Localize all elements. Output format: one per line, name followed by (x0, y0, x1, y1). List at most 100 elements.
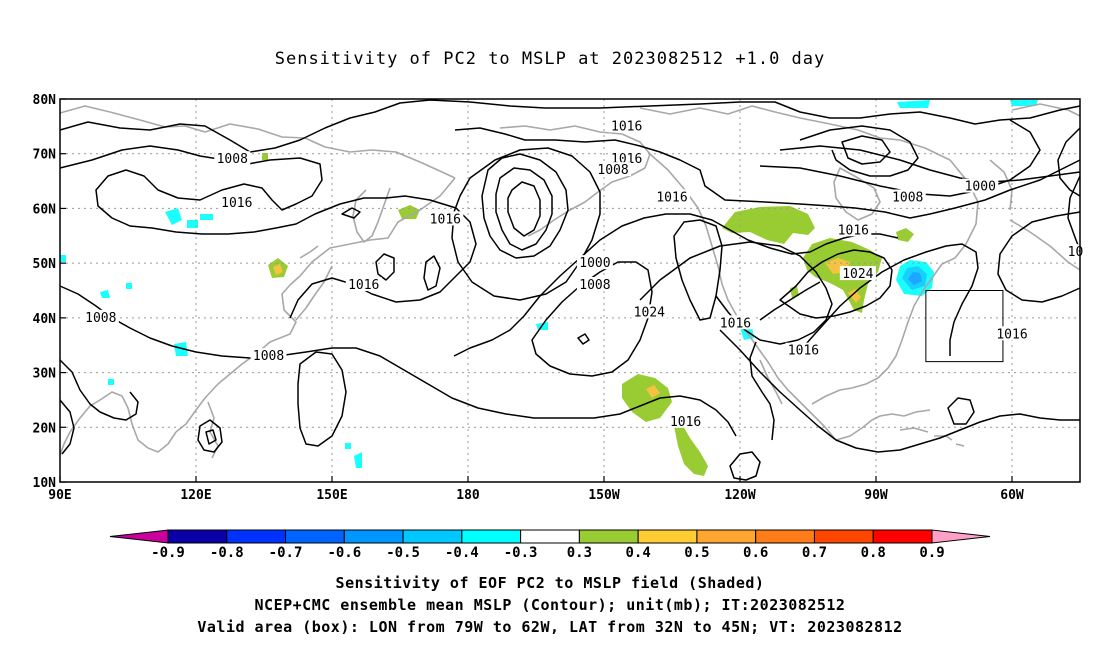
y-tick-label: 60N (33, 202, 57, 217)
colorbar-segment (167, 529, 228, 544)
colorbar-label: -0.8 (210, 545, 244, 561)
contour-line (779, 145, 1081, 183)
coastline-kamchatka (352, 187, 391, 243)
contour-line (1057, 127, 1081, 197)
colorbar-label: -0.7 (269, 545, 303, 561)
shade-patch-negative (897, 100, 930, 108)
contour-label-bg (595, 162, 632, 177)
colorbar-label: 0.4 (626, 545, 651, 561)
colorbar-segment (637, 529, 698, 544)
contour-label-bg (576, 277, 613, 292)
x-tick-label: 150E (316, 488, 347, 503)
y-axis-ticks: 80N 70N 60N 50N 40N 30N 20N 10N (33, 93, 66, 491)
contour-label-bg (889, 189, 926, 204)
contour-label: 10 (1068, 245, 1084, 260)
contour-line (341, 207, 361, 219)
colorbar-segment (520, 529, 580, 544)
contour-label-bg (608, 151, 645, 166)
colorbar-low-extension (109, 529, 169, 544)
contour-line (59, 99, 546, 153)
contour-line (1067, 175, 1081, 251)
colorbar-segment (872, 529, 933, 544)
colorbar-label: 0.7 (802, 545, 827, 561)
contour-label-bg (608, 118, 645, 133)
shade-patch-positive (273, 264, 283, 275)
contour-label-bg (218, 194, 255, 209)
caption-block: Sensitivity of EOF PC2 to MSLP field (Sh… (0, 572, 1100, 638)
y-tick-label: 40N (33, 312, 57, 327)
caption-line-2: NCEP+CMC ensemble mean MSLP (Contour); u… (254, 596, 846, 614)
contour-label-bg (345, 277, 382, 292)
contour-label: 1008 (597, 163, 628, 178)
colorbar-label: 0.6 (743, 545, 768, 561)
mslp-contours (59, 99, 1081, 481)
contour-label-bg (214, 151, 251, 166)
contour-label-bg (962, 178, 999, 193)
shade-patch-negative (100, 283, 132, 385)
y-tick-label: 10N (33, 476, 57, 491)
contour-line (495, 167, 553, 251)
contour-line (197, 419, 223, 453)
contour-label-bg (576, 255, 613, 270)
coastline-china-east (175, 177, 456, 433)
contour-label: 1016 (996, 327, 1027, 342)
contour-line (451, 147, 601, 301)
x-tick-label: 120E (180, 488, 211, 503)
colorbar-segment (696, 529, 757, 544)
shade-patch-positive (674, 424, 708, 476)
shade-patch-positive (722, 206, 815, 244)
shade-patch-negative (165, 208, 213, 228)
contour-label-bg (835, 222, 872, 237)
shade-patch-positive (214, 153, 268, 160)
x-tick-label: 150W (588, 488, 619, 503)
contour-label: 1008 (217, 152, 248, 167)
contour-line (673, 219, 723, 321)
plot-frame (59, 98, 1081, 483)
coastline-caribbean (899, 427, 965, 447)
contour-line (749, 341, 775, 441)
contour-line (639, 241, 833, 345)
contour-line (799, 125, 919, 177)
contour-line (375, 253, 395, 281)
colorbar-segment (402, 529, 463, 544)
contour-label: 1008 (579, 278, 610, 293)
colorbar-label: -0.4 (445, 545, 479, 561)
contour-label: 1016 (720, 316, 751, 331)
x-tick-label: 60W (1000, 488, 1024, 503)
y-tick-label: 70N (33, 148, 57, 163)
colorbar-label: -0.3 (504, 545, 538, 561)
colorbar-segment (578, 529, 639, 544)
contour-label: 1016 (656, 190, 687, 205)
contour-line (577, 333, 590, 345)
contour-line (297, 351, 347, 447)
x-tick-label: 90W (864, 488, 888, 503)
coastline-na-east (811, 159, 979, 405)
shade-patch-positive (646, 385, 660, 398)
y-tick-label: 50N (33, 257, 57, 272)
caption-line-1: Sensitivity of EOF PC2 to MSLP field (Sh… (335, 574, 765, 592)
shade-patch-negative (1010, 100, 1038, 106)
colorbar-label: 0.3 (567, 545, 592, 561)
coastline-na-arctic (639, 105, 951, 161)
shade-patch-negative (908, 272, 922, 285)
contour-label: 1016 (348, 278, 379, 293)
contour-labels: 1016 1016 1008 1008 1016 1016 1016 1008 1000 1016… (82, 118, 1086, 430)
contour-label: 1016 (788, 344, 819, 359)
contour-line (729, 451, 761, 481)
contour-line (805, 243, 979, 356)
contour-label: 1008 (892, 190, 923, 205)
contour-label-bg (427, 211, 464, 226)
colorbar-segment (813, 529, 874, 544)
contour-label-bg (785, 342, 822, 357)
contour-line (947, 397, 975, 425)
y-tick-label: 80N (33, 93, 57, 108)
colorbar-label: -0.5 (386, 545, 420, 561)
shade-patch-positive (896, 228, 914, 242)
colorbar-label: 0.5 (684, 545, 709, 561)
contour-label: 1008 (253, 349, 284, 364)
colorbar-segment (755, 529, 815, 544)
contour-label-bg (631, 304, 668, 319)
shade-patch-positive (848, 289, 861, 303)
coastline-indochina (59, 391, 177, 456)
